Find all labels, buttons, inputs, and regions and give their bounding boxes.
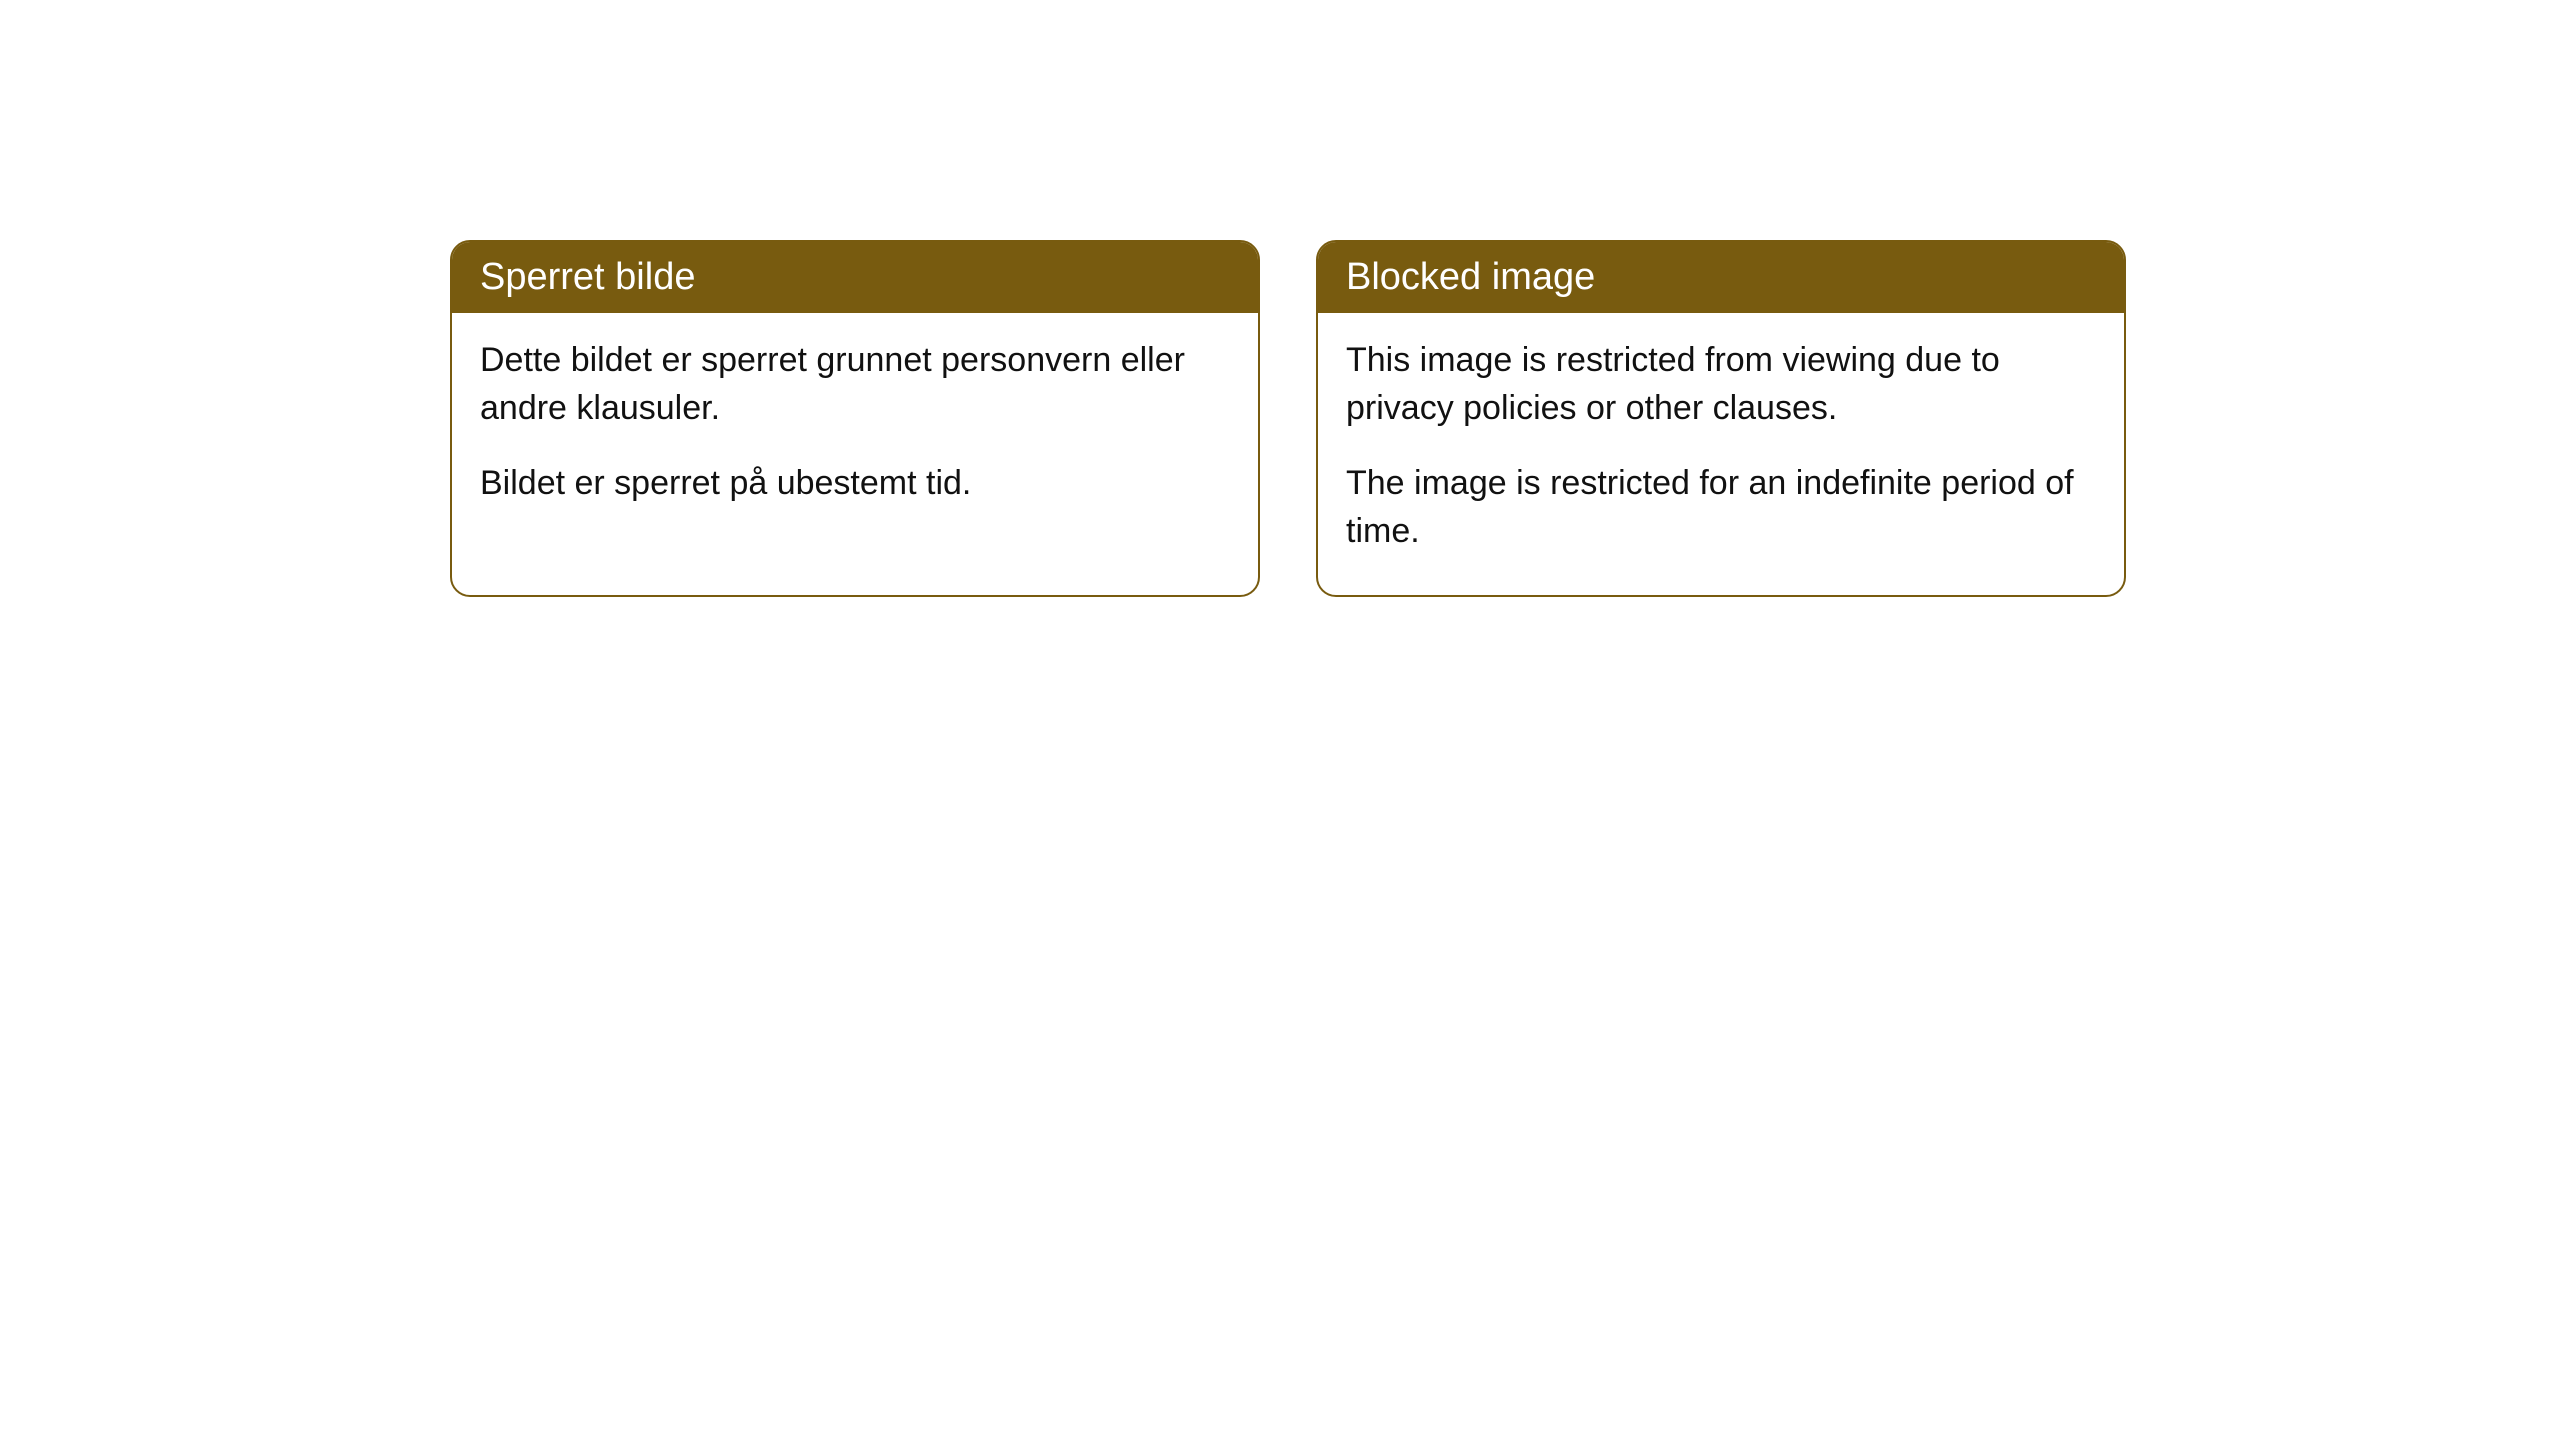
card-title: Blocked image bbox=[1346, 256, 1595, 298]
card-para-1: This image is restricted from viewing du… bbox=[1346, 337, 2096, 432]
blocked-image-card-no: Sperret bilde Dette bildet er sperret gr… bbox=[450, 240, 1260, 597]
card-title: Sperret bilde bbox=[480, 256, 695, 298]
card-para-2: The image is restricted for an indefinit… bbox=[1346, 460, 2096, 555]
card-para-2: Bildet er sperret på ubestemt tid. bbox=[480, 460, 1230, 508]
card-body: This image is restricted from viewing du… bbox=[1318, 313, 2124, 595]
card-header: Sperret bilde bbox=[452, 242, 1258, 313]
blocked-image-card-en: Blocked image This image is restricted f… bbox=[1316, 240, 2126, 597]
card-body: Dette bildet er sperret grunnet personve… bbox=[452, 313, 1258, 548]
notice-cards-container: Sperret bilde Dette bildet er sperret gr… bbox=[450, 240, 2126, 597]
card-para-1: Dette bildet er sperret grunnet personve… bbox=[480, 337, 1230, 432]
card-header: Blocked image bbox=[1318, 242, 2124, 313]
